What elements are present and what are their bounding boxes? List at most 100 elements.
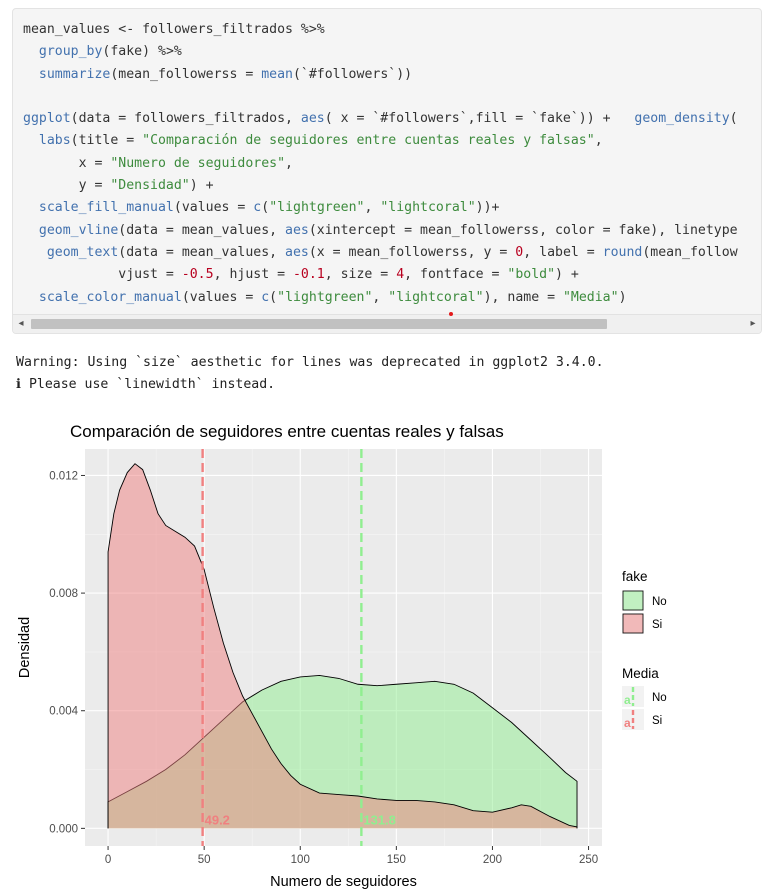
code-token: "lightgreen" [269,200,365,216]
code-token: , fontface = [404,267,508,283]
code-token: (mean_followerss = [110,66,262,82]
x-tick-label: 150 [387,854,406,866]
warning-line: Warning: Using `size` aesthetic for line… [16,355,604,370]
y-tick-label: 0.004 [49,706,78,718]
code-token: ( x = `#followers`,fill = `fake`)) + [324,111,635,127]
code-token: y = [23,178,111,194]
code-token: (values = [173,200,254,216]
code-token: 4 [396,267,405,283]
code-token: , [285,155,293,171]
x-axis-label: Numero de seguidores [270,874,417,890]
code-line: vjust = -0.5, hjust = -0.1, size = 4, fo… [23,264,738,286]
code-token: , label = [523,244,603,260]
mean-label-no: 131.8 [363,812,396,827]
code-token: round [602,244,643,260]
code-token: ), name = [483,289,563,305]
x-tick-label: 200 [483,854,502,866]
code-line: mean_values <- followers_filtrados %>% [23,19,738,41]
code-line: scale_fill_manual(values = c("lightgreen… [23,197,738,219]
legend-fill-title: fake [622,569,648,584]
code-line: ggplot(data = followers_filtrados, aes( … [23,108,738,130]
warning-output: Warning: Using `size` aesthetic for line… [16,352,604,396]
code-token: geom_vline [38,222,119,238]
code-line: scale_color_manual(values = c("lightgree… [23,287,738,309]
code-token: (x = mean_followerss, y = [308,244,516,260]
chart-title: Comparación de seguidores entre cuentas … [70,422,504,441]
code-token [23,133,39,148]
scrollbar-thumb[interactable] [31,319,607,329]
code-token: c [261,289,270,305]
code-token: ( [269,289,278,305]
code-token: "lightgreen" [277,289,373,305]
legend-text-glyph: a [624,693,631,707]
code-token: aes [285,244,309,260]
legend-color-label: No [652,692,667,704]
code-token [23,245,47,260]
legend-color-title: Media [622,666,659,681]
code-text: mean_values <- followers_filtrados %>% g… [23,19,738,309]
code-token: c [253,200,262,216]
code-token: ) + [555,267,579,283]
code-token: ( [729,111,738,127]
y-tick-label: 0.000 [49,823,78,835]
code-token: , [372,289,389,305]
code-token [23,290,39,305]
code-line [23,86,738,108]
code-token: (`#followers`)) [292,66,413,82]
y-axis-label: Densidad [17,617,33,678]
code-token: , [594,133,603,149]
code-token: mean [261,66,293,82]
code-token: labs [38,133,71,149]
code-token: (values = [181,289,262,305]
plot-output: Comparación de seguidores entre cuentas … [10,414,683,892]
code-token: "lightcoral" [388,289,484,305]
legend-text-glyph: a [624,716,631,730]
scroll-right-icon[interactable]: ▸ [750,318,756,329]
density-chart: Comparación de seguidores entre cuentas … [10,414,683,892]
code-block[interactable]: mean_values <- followers_filtrados %>% g… [12,8,762,334]
code-token: scale_fill_manual [38,200,174,216]
code-token: geom_text [46,244,119,260]
code-line: geom_vline(data = mean_values, aes(xinte… [23,220,738,242]
x-tick-label: 100 [291,854,310,866]
code-token: (data = mean_values, [118,244,286,260]
code-token: ( [261,200,270,216]
x-tick-label: 250 [579,854,598,866]
code-token: vjust = [23,267,182,283]
code-token: ) + [189,178,214,194]
code-token [23,44,39,59]
horizontal-scrollbar[interactable]: ◂ ▸ [13,314,761,333]
code-token: mean_values <- followers_filtrados %>% [23,22,325,37]
y-tick-label: 0.012 [49,470,78,482]
code-line: x = "Numero de seguidores", [23,153,738,175]
code-token: "Densidad" [110,178,190,194]
code-token: , hjust = [213,267,293,283]
code-token: "lightcoral" [380,200,476,216]
code-token [23,223,39,238]
scroll-left-icon[interactable]: ◂ [18,318,24,329]
code-token: (fake) %>% [102,44,182,60]
code-line: group_by(fake) %>% [23,41,738,63]
code-token: (title = [70,133,143,149]
cursor-dot [449,312,453,316]
mean-label-si: 49.2 [205,812,230,827]
code-token: -0.5 [181,267,214,283]
code-token: group_by [38,44,103,60]
code-token: (data = mean_values, [118,222,286,238]
x-tick-label: 0 [105,854,111,866]
y-tick-label: 0.008 [49,588,78,600]
code-token: (xintercept = mean_followerss, color = f… [308,222,738,238]
code-token: scale_color_manual [38,289,182,305]
code-token: "Media" [562,289,619,305]
density-outline-si [107,463,578,829]
code-token: x = [23,155,111,171]
code-token: geom_density [634,111,730,127]
info-line: ℹ Please use `linewidth` instead. [16,377,276,392]
code-token: "Comparación de seguidores entre cuentas… [142,133,595,149]
code-token: ggplot [23,111,71,127]
code-token: "bold" [507,267,556,283]
code-line: summarize(mean_followerss = mean(`#follo… [23,64,738,86]
x-tick-label: 50 [198,854,211,866]
code-token: (data = followers_filtrados, [70,111,301,127]
code-line: geom_text(data = mean_values, aes(x = me… [23,242,738,264]
